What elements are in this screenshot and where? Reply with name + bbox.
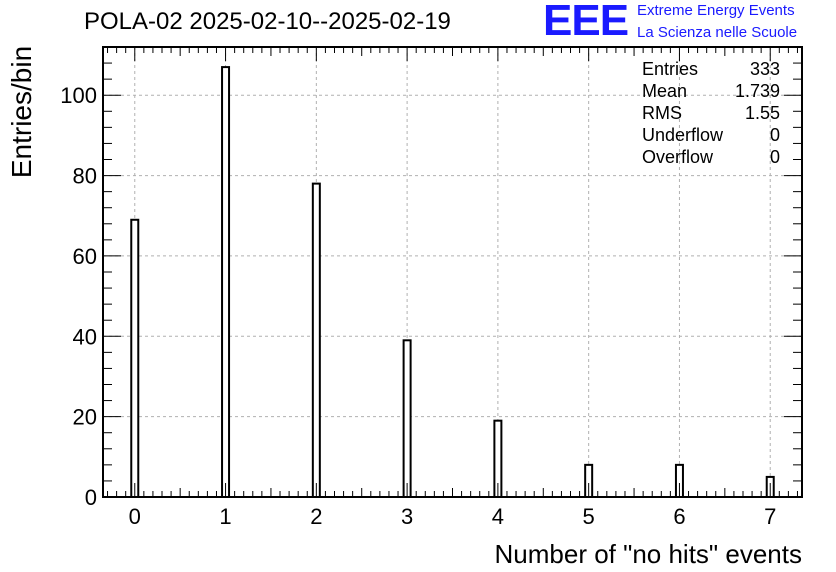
histogram-bar	[130, 218, 140, 498]
y-tick-label: 80	[73, 164, 97, 189]
histogram-bar	[402, 339, 412, 498]
stat-row-overflow: Overflow 0	[642, 146, 780, 168]
x-tick-label: 1	[219, 504, 231, 529]
stat-label: RMS	[642, 103, 682, 123]
stat-value: 1.55	[744, 103, 780, 123]
x-tick-label: 0	[129, 504, 141, 529]
y-tick-label: 20	[73, 405, 97, 430]
y-tick-label: 60	[73, 244, 97, 269]
stat-label: Mean	[642, 81, 688, 101]
stat-row-underflow: Underflow 0	[642, 124, 780, 146]
stat-label: Overflow	[642, 147, 714, 167]
chart-title: POLA-02 2025-02-10--2025-02-19	[84, 8, 451, 35]
logo-line-1: Extreme Energy Events	[637, 2, 795, 19]
x-tick-label: 4	[492, 504, 504, 529]
stat-value: 1.739	[734, 81, 780, 101]
y-tick-label: 40	[73, 324, 97, 349]
eee-logo: EEE	[543, 0, 629, 45]
stat-label: Entries	[642, 59, 699, 79]
y-axis-label: Entries/bin	[6, 46, 37, 178]
stat-value: 0	[769, 125, 780, 145]
stat-value: 333	[749, 59, 780, 79]
stat-label: Underflow	[642, 125, 724, 145]
axes-layer: 0 1 2 3 4 5 6 7 0 20 40 60 80 100	[60, 46, 803, 529]
x-tick-label: 2	[310, 504, 322, 529]
y-tick-label: 0	[85, 485, 97, 510]
histogram-bar	[311, 182, 321, 498]
x-tick-label: 5	[583, 504, 595, 529]
stat-row-entries: Entries 333	[642, 58, 780, 80]
stat-row-mean: Mean 1.739	[642, 80, 780, 102]
x-tick-label: 3	[401, 504, 413, 529]
x-tick-label: 6	[673, 504, 685, 529]
stat-row-rms: RMS 1.55	[642, 102, 780, 124]
histogram-bar	[221, 66, 231, 498]
logo-line-2: La Scienza nelle Scuole	[637, 24, 798, 41]
grid-layer	[103, 47, 802, 497]
y-tick-label: 100	[60, 83, 97, 108]
stats-box: Entries 333 Mean 1.739 RMS 1.55 Underflo…	[642, 58, 780, 168]
x-axis-label: Number of "no hits" events	[495, 539, 803, 569]
x-tick-label: 7	[764, 504, 776, 529]
stat-value: 0	[769, 147, 780, 167]
